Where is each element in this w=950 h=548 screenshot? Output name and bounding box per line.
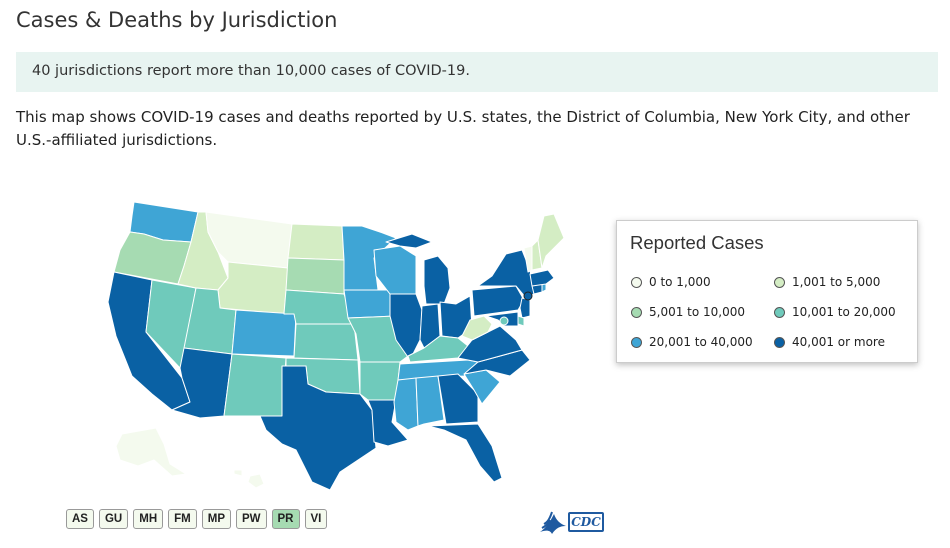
us-map <box>60 190 580 510</box>
territory-as-button[interactable]: AS <box>66 509 94 529</box>
legend-label-0: 0 to 1,000 <box>649 275 711 289</box>
legend-item-3: 10,001 to 20,000 <box>774 304 896 320</box>
nyc-marker[interactable] <box>523 291 533 301</box>
territory-vi-button[interactable]: VI <box>304 509 328 529</box>
legend-panel: Reported Cases 0 to 1,000 1,001 to 5,000… <box>616 220 918 363</box>
legend-label-2: 5,001 to 10,000 <box>649 305 746 319</box>
state-wi[interactable] <box>373 245 417 295</box>
legend-label-1: 1,001 to 5,000 <box>792 275 881 289</box>
state-ia[interactable] <box>343 289 397 319</box>
state-wy[interactable] <box>217 261 289 315</box>
state-wv[interactable] <box>461 315 493 341</box>
state-dc[interactable] <box>499 316 509 326</box>
legend-item-1: 1,001 to 5,000 <box>774 274 880 290</box>
state-nj[interactable] <box>519 297 531 319</box>
state-ky[interactable] <box>407 335 469 363</box>
state-nd[interactable] <box>287 223 345 261</box>
territory-pr-button[interactable]: PR <box>271 509 300 529</box>
legend-item-0: 0 to 1,000 <box>631 274 711 290</box>
state-ms[interactable] <box>393 377 419 431</box>
state-pa[interactable] <box>471 285 525 317</box>
territory-mh-button[interactable]: MH <box>133 509 164 529</box>
legend-swatch-3 <box>774 306 785 318</box>
state-fl[interactable] <box>427 423 503 483</box>
legend-title: Reported Cases <box>630 232 764 253</box>
state-ks[interactable] <box>293 323 359 361</box>
legend-item-4: 20,001 to 40,000 <box>631 334 753 350</box>
hhs-eagle-icon <box>540 511 566 534</box>
state-ak[interactable] <box>115 427 187 477</box>
legend-swatch-0 <box>631 276 642 288</box>
state-de[interactable] <box>517 315 525 327</box>
state-ri[interactable] <box>541 283 547 293</box>
state-il[interactable] <box>389 293 423 361</box>
cdc-logo: CDC <box>568 512 604 532</box>
state-ga[interactable] <box>437 373 479 425</box>
us-map-svg <box>107 201 565 491</box>
legend-item-2: 5,001 to 10,000 <box>631 304 745 320</box>
cases-callout: 40 jurisdictions report more than 10,000… <box>16 52 938 92</box>
state-ne[interactable] <box>283 289 355 325</box>
state-sd[interactable] <box>285 257 345 295</box>
state-co[interactable] <box>231 309 297 357</box>
legend-swatch-5 <box>774 336 785 348</box>
territory-mp-button[interactable]: MP <box>201 509 231 529</box>
territory-buttons: AS GU MH FM MP PW PR VI <box>66 509 332 529</box>
state-ar[interactable] <box>359 361 401 401</box>
territory-pw-button[interactable]: PW <box>235 509 267 529</box>
legend-swatch-1 <box>774 276 785 288</box>
legend-swatch-4 <box>631 336 642 348</box>
page-title: Cases & Deaths by Jurisdiction <box>16 8 338 32</box>
state-mn[interactable] <box>341 225 397 291</box>
legend-label-3: 10,001 to 20,000 <box>792 305 896 319</box>
state-al[interactable] <box>415 375 445 427</box>
state-ma[interactable] <box>529 269 555 287</box>
state-me[interactable] <box>537 213 565 269</box>
state-mi[interactable] <box>385 233 451 305</box>
legend-label-5: 40,001 or more <box>792 335 885 349</box>
state-nm[interactable] <box>223 353 287 417</box>
legend-swatch-2 <box>631 306 642 318</box>
territory-fm-button[interactable]: FM <box>168 509 197 529</box>
territory-gu-button[interactable]: GU <box>98 509 129 529</box>
legend-label-4: 20,001 to 40,000 <box>649 335 753 349</box>
state-tx[interactable] <box>259 365 377 491</box>
legend-item-5: 40,001 or more <box>774 334 885 350</box>
intro-text: This map shows COVID-19 cases and deaths… <box>16 108 910 149</box>
state-hi[interactable] <box>233 469 265 489</box>
